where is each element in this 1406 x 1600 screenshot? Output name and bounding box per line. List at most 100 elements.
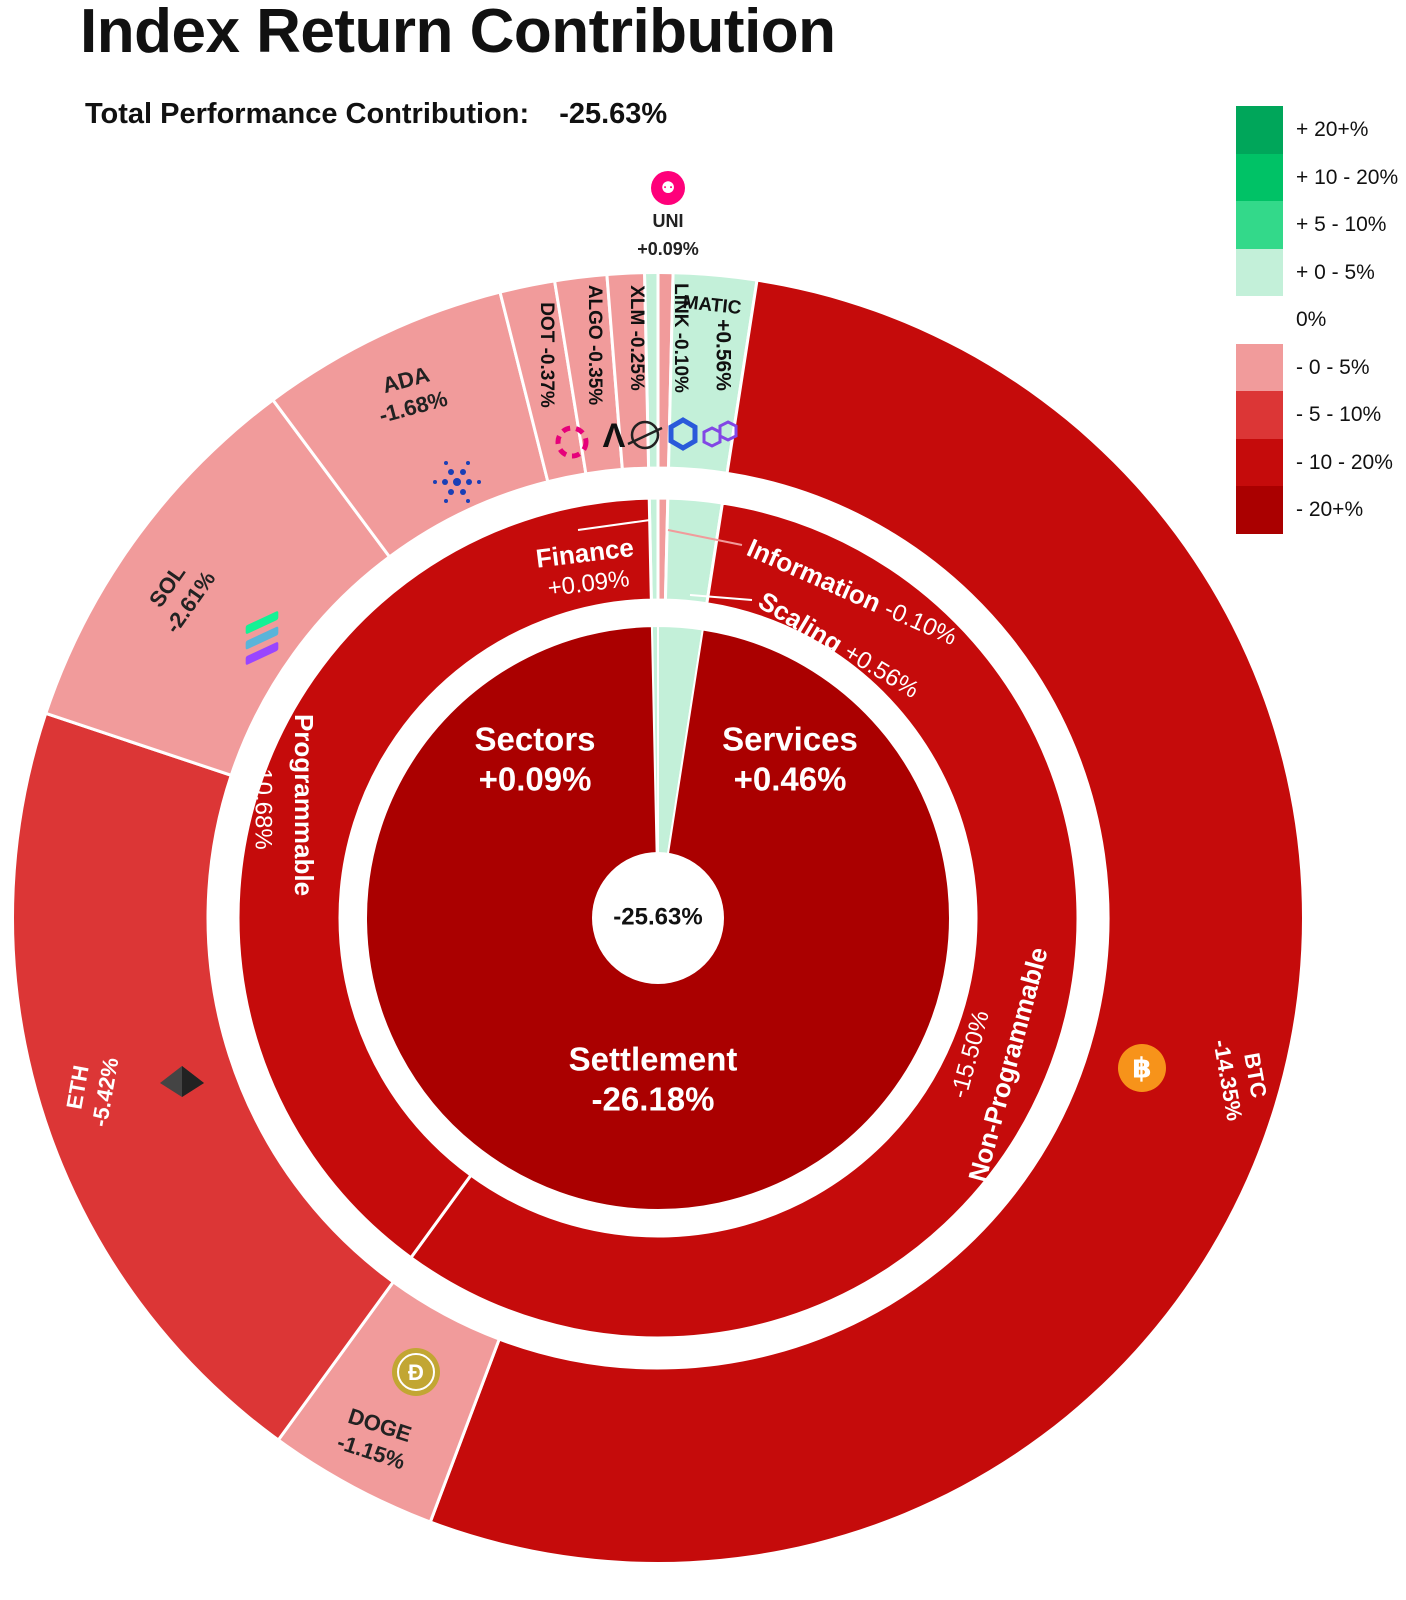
legend: + 20+% + 10 - 20% + 5 - 10% + 0 - 5% 0% … [1236, 106, 1406, 534]
asset-name: DOT [536, 302, 557, 347]
asset-label-xlm: XLM -0.25% [626, 285, 647, 391]
cardano-icon-dot [444, 499, 448, 503]
legend-item: + 0 - 5% [1236, 248, 1406, 297]
polygon-icon [702, 420, 738, 448]
legend-swatch [1236, 106, 1283, 154]
cardano-icon-dot [477, 480, 481, 484]
legend-item: - 5 - 10% [1236, 391, 1406, 439]
legend-label: - 10 - 20% [1296, 450, 1393, 474]
legend-swatch [1236, 486, 1283, 534]
asset-name: ALGO [584, 285, 605, 345]
cardano-icon-dot [460, 469, 466, 475]
total-performance-value: -25.63% [559, 98, 668, 130]
legend-item: - 0 - 5% [1236, 343, 1406, 392]
stellar-icon [630, 420, 660, 450]
legend-item: - 20+% [1236, 486, 1406, 534]
legend-swatch [1236, 201, 1283, 249]
ethereum-icon-shade [182, 1066, 204, 1097]
legend-label: + 20+% [1296, 118, 1369, 141]
solana-icon-bar [245, 626, 279, 650]
sector-name-services: Services [722, 721, 858, 758]
dogecoin-icon [392, 1348, 440, 1396]
legend-item: - 10 - 20% [1236, 438, 1406, 487]
sector-value-sectors: +0.09% [479, 761, 592, 798]
dogecoin-icon-glyph: Ð [408, 1360, 424, 1385]
cardano-icon-dot [453, 478, 461, 486]
leader-line-information [667, 529, 743, 546]
asset-name-value: DOT -0.37% [536, 302, 557, 408]
cardano-icon-dot [460, 489, 466, 495]
legend-label: + 10 - 20% [1296, 165, 1399, 189]
cardano-icon-dot [448, 489, 454, 495]
uniswap-icon-glyph: ⚉ [661, 180, 675, 197]
asset-value-uni: +0.09% [637, 239, 699, 259]
legend-swatch [1236, 296, 1283, 344]
legend-label: - 20+% [1296, 498, 1364, 521]
cardano-icon-dot [466, 461, 470, 465]
subsector-label-programmable: Programmable -10.68% [250, 714, 319, 896]
asset-label-dot: DOT -0.37% [536, 302, 557, 408]
legend-label: + 0 - 5% [1296, 260, 1375, 284]
cardano-icon [433, 461, 481, 503]
subsector-slice-programmable [236, 496, 653, 1260]
asset-value: +0.56% [711, 319, 734, 391]
sector-name-sectors: Sectors [474, 721, 595, 758]
asset-name: LINK [670, 283, 691, 333]
legend-item: + 20+% [1236, 106, 1406, 154]
chart-title: Index Return Contribution [80, 0, 836, 66]
legend-swatch [1236, 438, 1283, 487]
stellar-icon-line [627, 426, 663, 446]
asset-name-uni: UNI [653, 211, 684, 231]
legend-label: - 5 - 10% [1296, 403, 1382, 426]
leader-line-scaling [689, 594, 753, 601]
asset-name-value: ALGO -0.35% [584, 285, 605, 405]
cardano-icon-dot [466, 479, 472, 485]
legend-item: + 10 - 20% [1236, 153, 1406, 202]
polkadot-icon [555, 425, 589, 459]
sector-name-settlement: Settlement [569, 1041, 738, 1078]
asset-label-matic: +0.56% [711, 319, 734, 391]
cardano-icon-dot [448, 469, 454, 475]
legend-item: + 5 - 10% [1236, 201, 1406, 249]
algorand-icon: Λ [603, 417, 626, 455]
asset-value: -0.37% [536, 348, 557, 408]
center-hole [592, 852, 724, 984]
sector-value-settlement: -26.18% [592, 1081, 715, 1118]
legend-swatch [1236, 153, 1283, 202]
subsector-label-finance: Finance+0.09% [534, 532, 635, 602]
cardano-icon-dot [433, 480, 437, 484]
center-total-label: -25.63% [613, 903, 702, 930]
bitcoin-icon [1118, 1044, 1166, 1092]
cardano-icon-dot [466, 499, 470, 503]
asset-name-value: LINK -0.10% [670, 283, 691, 393]
solana-icon-bar [245, 642, 279, 665]
asset-name: XLM [626, 285, 647, 330]
uniswap-icon [651, 171, 685, 205]
subsector-slice-non-programmable [408, 501, 1080, 1340]
polygon-icon-hex [718, 420, 738, 442]
bitcoin-icon-glyph: ฿ [1132, 1052, 1151, 1083]
total-performance: Total Performance Contribution: -25.63% [85, 98, 667, 131]
solana-icon [245, 611, 279, 665]
cardano-icon-dot [442, 479, 448, 485]
legend-label: + 5 - 10% [1296, 213, 1387, 236]
legend-swatch [1236, 343, 1283, 392]
asset-value: -0.25% [626, 331, 647, 391]
solana-icon-bar [245, 611, 279, 634]
leader-line-finance [577, 519, 651, 531]
subsector-value: -10.68% [250, 760, 277, 849]
cardano-icon-dot [444, 461, 448, 465]
legend-item: 0% [1236, 296, 1406, 344]
chainlink-icon [668, 417, 698, 451]
dogecoin-icon-ring [397, 1353, 435, 1391]
asset-value: -0.10% [670, 333, 691, 393]
asset-label-algo: ALGO -0.35% [584, 285, 605, 405]
sector-value-services: +0.46% [734, 761, 847, 798]
asset-value: -0.35% [584, 345, 605, 405]
subsector-name: Programmable [289, 714, 319, 896]
total-performance-label: Total Performance Contribution: [85, 98, 530, 130]
asset-name-value: XLM -0.25% [626, 285, 647, 391]
legend-label: 0% [1296, 308, 1327, 331]
legend-swatch [1236, 248, 1283, 297]
